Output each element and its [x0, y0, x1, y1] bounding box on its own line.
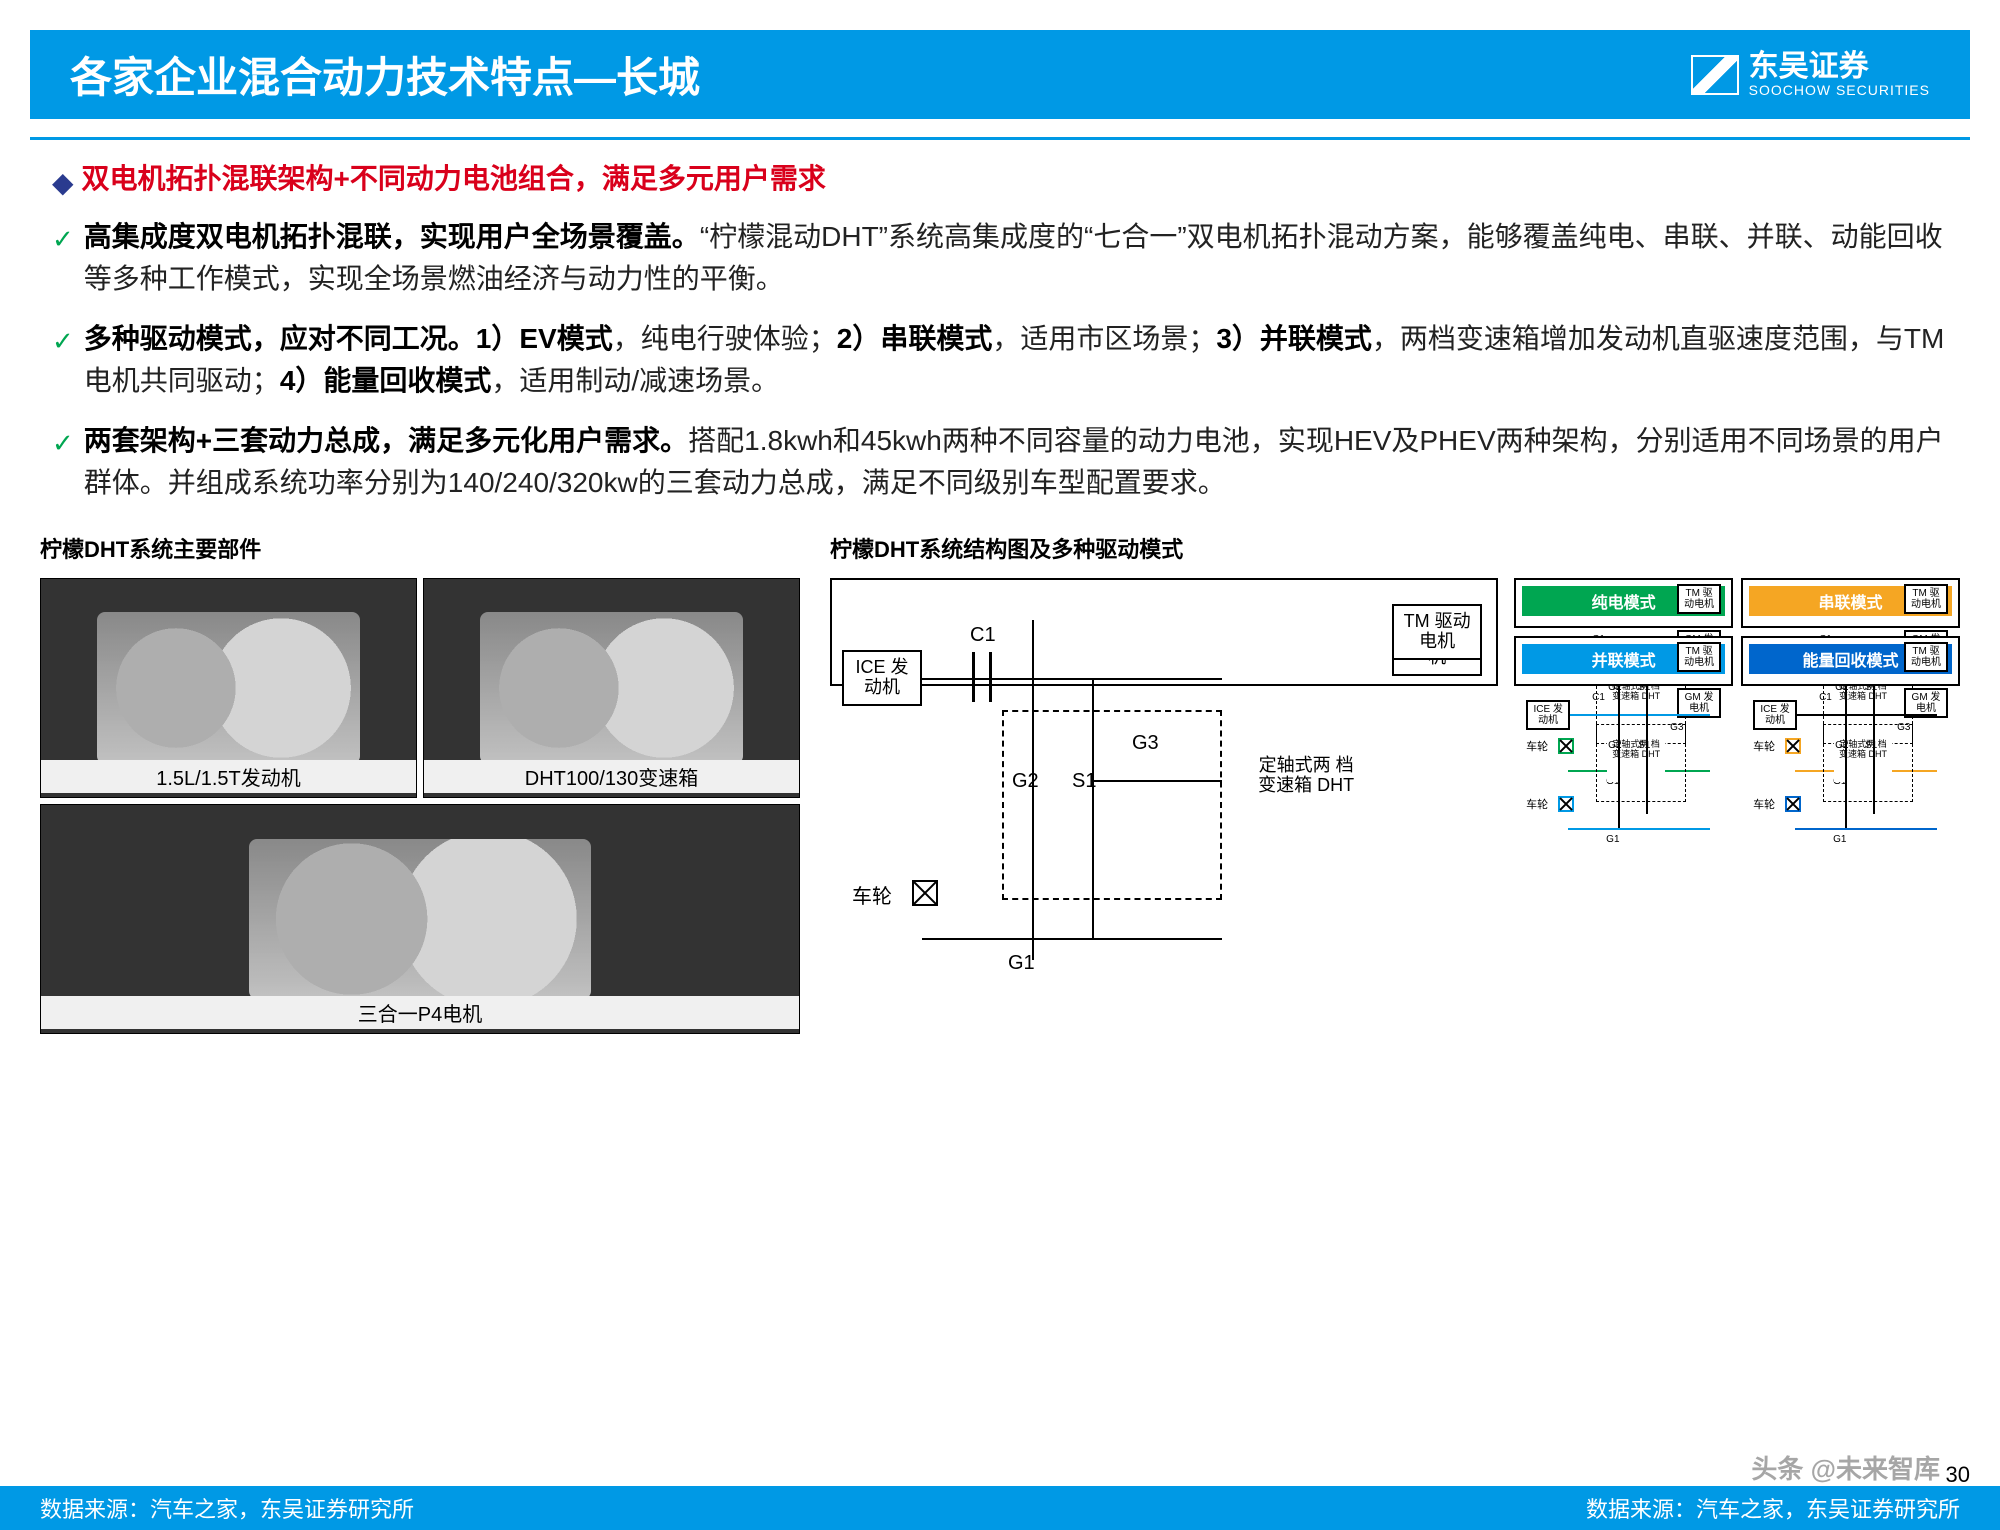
page-number: 30 — [1946, 1462, 1970, 1488]
components-title: 柠檬DHT系统主要部件 — [40, 532, 800, 564]
headline: ◆ 双电机拓扑混联架构+不同动力电池组合，满足多元用户需求 — [52, 158, 1948, 204]
tm-box: TM 驱动电机 — [1392, 604, 1482, 660]
divider — [30, 137, 1970, 140]
check-icon: ✓ — [52, 424, 74, 463]
bullet-1: ✓ 高集成度双电机拓扑混联，实现用户全场景覆盖。“柠檬混动DHT”系统高集成度的… — [52, 216, 1948, 300]
mode-ev: 纯电模式 ICE 发动机 GM 发电机 TM 驱动电机 定轴式两 档变速箱 DH… — [1514, 578, 1733, 628]
title-bar: 各家企业混合动力技术特点—长城 东吴证券 SOOCHOW SECURITIES — [30, 30, 1970, 119]
logo-icon — [1691, 55, 1739, 95]
p4-motor-image: 三合一P4电机 — [40, 804, 800, 1034]
dht-label: 定轴式两 档变速箱 DHT — [1246, 750, 1366, 826]
wheel-node — [912, 880, 938, 906]
bullet-1-bold: 高集成度双电机拓扑混联，实现用户全场景覆盖。 — [84, 221, 700, 252]
company-logo: 东吴证券 SOOCHOW SECURITIES — [1691, 52, 1930, 98]
footer-bar: 数据来源：汽车之家，东吴证券研究所 数据来源：汽车之家，东吴证券研究所 — [0, 1486, 2000, 1530]
sline — [922, 938, 1222, 940]
watermark: 头条 @未来智库 — [1751, 1449, 1940, 1486]
source-left: 数据来源：汽车之家，东吴证券研究所 — [40, 1492, 414, 1524]
wheel-label: 车轮 — [852, 880, 892, 909]
main-schematic: ICE 发动机 GM 发电机 TM 驱动电机 定轴式两 档变速箱 DHT C1 … — [830, 578, 1498, 686]
mode-regen: 能量回收模式 ICE 发动机 GM 发电机 TM 驱动电机 定轴式两 档变速箱 … — [1741, 636, 1960, 686]
g1-label: G1 — [1008, 952, 1035, 975]
p4-motor-caption: 三合一P4电机 — [41, 996, 799, 1029]
c1-label: C1 — [970, 624, 996, 647]
mode-series: 串联模式 ICE 发动机 GM 发电机 TM 驱动电机 定轴式两 档变速箱 DH… — [1741, 578, 1960, 628]
slide-title: 各家企业混合动力技术特点—长城 — [70, 44, 700, 105]
dht-border — [1002, 710, 1222, 900]
bullet-2-b2: 2）串联模式 — [837, 323, 993, 354]
clutch-icon — [972, 652, 992, 702]
engine-caption: 1.5L/1.5T发动机 — [41, 760, 416, 793]
logo-subtitle: SOOCHOW SECURITIES — [1749, 82, 1930, 98]
bullet-2-t4: ，适用制动/减速场景。 — [491, 365, 779, 396]
bullet-2-t2: ，适用市区场景； — [992, 323, 1216, 354]
check-icon: ✓ — [52, 220, 74, 259]
figures-row: 柠檬DHT系统主要部件 1.5L/1.5T发动机 DHT100/130变速箱 三… — [0, 532, 2000, 1034]
bullet-3-bold: 两套架构+三套动力总成，满足多元化用户需求。 — [84, 425, 688, 456]
gearbox-caption: DHT100/130变速箱 — [424, 760, 799, 793]
gearbox-image: DHT100/130变速箱 — [423, 578, 800, 798]
mode-parallel: 并联模式 ICE 发动机 GM 发电机 TM 驱动电机 定轴式两 档变速箱 DH… — [1514, 636, 1733, 686]
components-figure: 柠檬DHT系统主要部件 1.5L/1.5T发动机 DHT100/130变速箱 三… — [40, 532, 800, 1034]
mode-grid: 纯电模式 ICE 发动机 GM 发电机 TM 驱动电机 定轴式两 档变速箱 DH… — [1514, 578, 1960, 686]
logo-text: 东吴证券 — [1749, 52, 1930, 82]
mechanical-placeholder — [97, 612, 360, 765]
bullet-2: ✓ 多种驱动模式，应对不同工况。1）EV模式，纯电行驶体验；2）串联模式，适用市… — [52, 318, 1948, 402]
mechanical-placeholder — [249, 839, 590, 999]
schematic-title: 柠檬DHT系统结构图及多种驱动模式 — [830, 532, 1960, 564]
bullet-2-b3: 3）并联模式 — [1216, 323, 1372, 354]
check-icon: ✓ — [52, 322, 74, 361]
bullet-2-b4: 4）能量回收模式 — [280, 365, 492, 396]
bullet-3: ✓ 两套架构+三套动力总成，满足多元化用户需求。搭配1.8kwh和45kwh两种… — [52, 420, 1948, 504]
source-right: 数据来源：汽车之家，东吴证券研究所 — [1586, 1492, 1960, 1524]
bullet-2-t1: ，纯电行驶体验； — [613, 323, 837, 354]
bullet-2-b1: 多种驱动模式，应对不同工况。1）EV模式 — [84, 323, 613, 354]
component-grid: 1.5L/1.5T发动机 DHT100/130变速箱 三合一P4电机 — [40, 578, 800, 1034]
schematic-figure: 柠檬DHT系统结构图及多种驱动模式 ICE 发动机 GM 发电机 TM 驱动电机… — [830, 532, 1960, 1034]
headline-text: 双电机拓扑混联架构+不同动力电池组合，满足多元用户需求 — [82, 158, 826, 200]
sline — [922, 678, 1222, 680]
ice-box: ICE 发动机 — [842, 650, 922, 706]
mechanical-placeholder — [480, 612, 743, 765]
content-area: ◆ 双电机拓扑混联架构+不同动力电池组合，满足多元用户需求 ✓ 高集成度双电机拓… — [0, 158, 2000, 504]
diamond-icon: ◆ — [52, 162, 74, 204]
engine-image: 1.5L/1.5T发动机 — [40, 578, 417, 798]
